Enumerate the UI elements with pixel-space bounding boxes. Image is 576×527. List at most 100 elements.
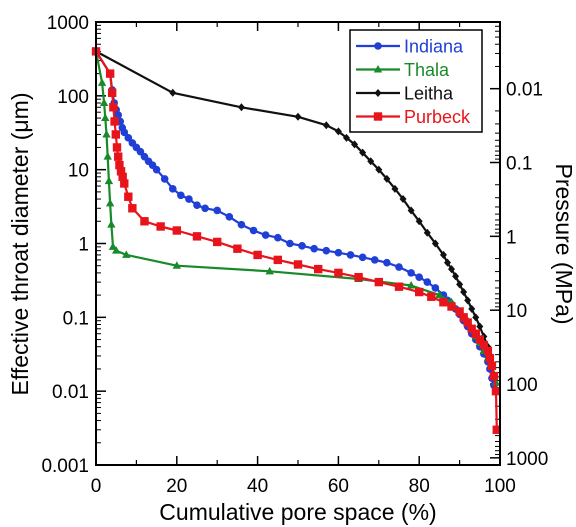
purbeck-data-point: [109, 103, 118, 112]
legend-item-purbeck: Purbeck: [356, 107, 471, 127]
legend-thala-data-point: [373, 65, 383, 73]
indiana-data-point: [120, 128, 129, 137]
leitha-data-point: [407, 206, 415, 215]
indiana-data-point: [177, 191, 185, 200]
purbeck-data-point: [463, 318, 472, 327]
purbeck-data-point: [354, 272, 363, 282]
purbeck-data-point: [115, 160, 124, 170]
thala-data-point: [172, 261, 181, 269]
legend-item-leitha: Leitha: [356, 84, 454, 104]
leitha-data-point: [375, 165, 383, 174]
purbeck-data-point: [492, 425, 501, 434]
plot-frame: [95, 21, 501, 466]
purbeck-data-point: [467, 324, 476, 333]
indiana-data-point: [274, 233, 282, 242]
y-tick-label: 1: [78, 235, 89, 256]
purbeck-data-point: [471, 329, 480, 338]
thala-data-point: [265, 266, 274, 275]
indiana-data-point: [261, 231, 270, 239]
indiana-data-point: [407, 269, 415, 277]
thala-data-point: [435, 290, 444, 299]
purbeck-data-point: [112, 143, 122, 152]
indiana-data-point: [114, 111, 123, 119]
thala-data-point: [97, 78, 107, 86]
purbeck-data-point: [415, 287, 424, 297]
y-tick-label: 0.01: [52, 382, 89, 403]
purbeck-data-point: [447, 302, 456, 311]
purbeck-data-point: [487, 361, 497, 371]
x-tick-label: 40: [247, 476, 268, 497]
purbeck-data-point: [479, 340, 489, 350]
purbeck-data-point: [120, 179, 129, 188]
purbeck-data-point: [314, 264, 323, 274]
legend-item-thala: Thala: [356, 60, 450, 80]
purbeck-data-point: [455, 307, 464, 316]
purbeck-data-point: [107, 88, 117, 97]
legend-item-indiana: Indiana: [356, 37, 464, 57]
indiana-data-point: [322, 246, 331, 255]
purbeck-data-point: [140, 217, 149, 226]
leitha-data-point: [359, 148, 367, 157]
pressure-tick-label: 10: [506, 301, 527, 322]
indiana-data-point: [168, 185, 177, 193]
leitha-data-point: [342, 133, 350, 142]
indiana-data-point: [395, 263, 403, 271]
indiana-data-point: [160, 175, 169, 183]
indiana-data-point: [370, 256, 379, 264]
purbeck-data-point: [110, 117, 119, 126]
purbeck-data-point: [192, 232, 202, 241]
x-axis-label: Cumulative pore space (%): [159, 499, 436, 525]
pressure-tick-label: 0.1: [506, 154, 532, 175]
purbeck-data-point: [172, 226, 181, 235]
purbeck-data-point: [213, 237, 222, 247]
leitha-data-point: [448, 265, 456, 274]
legend-label-purbeck: Purbeck: [404, 107, 471, 127]
purbeck-data-point: [114, 152, 123, 161]
leitha-data-point: [456, 280, 464, 289]
thala-data-point: [406, 280, 416, 289]
indiana-data-point: [193, 201, 201, 210]
pressure-tick-label: 1: [506, 227, 517, 248]
legend-purbeck-data-point: [373, 112, 383, 121]
purbeck-data-point: [273, 255, 282, 265]
purbeck-data-point: [124, 192, 133, 201]
indiana-data-point: [152, 165, 161, 174]
indiana-data-point: [298, 242, 306, 250]
leitha-data-point: [351, 140, 359, 149]
indiana-data-point: [213, 206, 221, 215]
series-layer: [91, 46, 501, 434]
x-tick-label: 80: [409, 476, 430, 497]
purbeck-data-point: [293, 260, 303, 269]
leitha-data-point: [334, 127, 342, 136]
thala-data-point: [108, 242, 118, 250]
purbeck-data-point: [105, 69, 115, 78]
legend: Indiana Thala Leitha Purbeck: [349, 29, 483, 133]
x-tick-label: 60: [328, 476, 349, 497]
indiana-data-point: [225, 212, 234, 221]
indiana-data-point: [310, 244, 318, 253]
indiana-data-point: [346, 251, 355, 259]
purbeck-data-point: [459, 313, 468, 322]
purbeck-data-point: [233, 244, 242, 253]
indiana-data-point: [185, 195, 193, 203]
series-purbeck: [91, 47, 501, 434]
leitha-data-point: [423, 228, 431, 237]
purbeck-data-point: [483, 346, 493, 356]
purbeck-data-point: [118, 172, 127, 182]
legend-label-thala: Thala: [404, 60, 450, 80]
leitha-data-point: [468, 304, 476, 313]
indiana-data-point: [358, 253, 367, 262]
purbeck-data-point: [374, 277, 383, 287]
leitha-data-point: [237, 103, 245, 112]
purbeck-data-point: [111, 130, 120, 139]
y-tick-label: 0.1: [63, 308, 89, 329]
indiana-data-point: [423, 278, 432, 286]
thala-data-point: [107, 220, 116, 228]
purbeck-data-point: [491, 386, 501, 396]
y-tick-label: 0.001: [41, 456, 89, 477]
purbeck-data-point: [427, 292, 436, 301]
x-tick-label: 20: [166, 476, 187, 497]
leitha-data-point: [476, 322, 484, 331]
leitha-data-point: [415, 217, 423, 226]
